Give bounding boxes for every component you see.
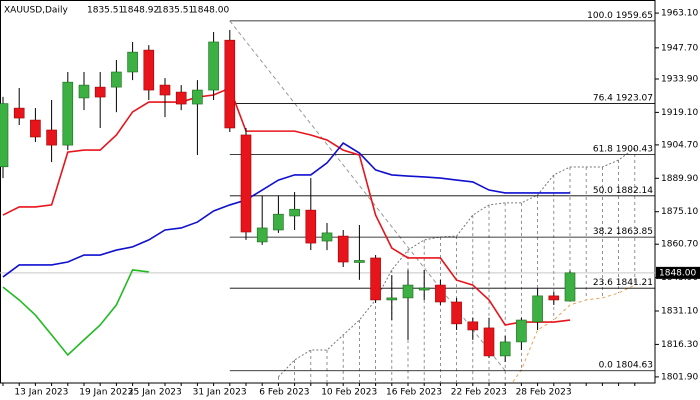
fib-price: 1804.63 [616, 360, 653, 370]
y-tick-label: 1947.70 [661, 43, 698, 53]
fib-label: 38.2 1863.85 [593, 227, 653, 237]
y-tick-label: 1904.70 [661, 140, 698, 150]
y-tick-label: 1919.10 [661, 108, 698, 118]
candle-body [451, 301, 462, 325]
price-tag [656, 266, 700, 279]
candle-body [192, 89, 203, 105]
candle-body [159, 84, 171, 96]
fib-label: 100.0 1959.65 [587, 10, 653, 20]
fib-label: 61.8 1900.43 [593, 144, 653, 154]
candle-body [94, 86, 106, 98]
candle-body [532, 295, 543, 323]
x-tick-label: 25 Jan 2023 [128, 388, 182, 398]
candle-body [386, 297, 398, 301]
candle-body [175, 91, 187, 105]
candle-body [0, 103, 9, 168]
candle-body [273, 213, 284, 231]
header-open: 1835.51 [87, 6, 124, 16]
fib-price: 1900.43 [616, 144, 653, 154]
plot-area: 100.0 1959.65 76.4 1923.07 61.8 1900.43 50.… [0, 10, 655, 383]
candle-body [402, 284, 414, 299]
indicator-line [2, 269, 149, 357]
header-close: 1848.00 [192, 6, 229, 16]
fib-ratio: 38.2 [593, 227, 613, 237]
indicator-line [2, 142, 570, 278]
price-tag-label: 1848.00 [659, 268, 696, 278]
candle-body [516, 319, 527, 343]
candle-body [208, 41, 219, 91]
y-tick-label: 1831.10 [661, 307, 698, 317]
candle-body [321, 232, 333, 242]
x-tick-label: 6 Feb 2023 [259, 388, 309, 398]
header-low: 1835.51 [157, 6, 194, 16]
fib-ratio: 23.6 [593, 278, 613, 288]
candle-body [78, 84, 90, 99]
y-tick-label: 1875.10 [661, 207, 698, 217]
x-tick-label: 31 Jan 2023 [193, 388, 247, 398]
fib-price: 1863.85 [616, 227, 653, 237]
fib-ratio: 100.0 [587, 10, 613, 20]
fib-ratio: 61.8 [593, 144, 613, 154]
y-tick-label: 1816.30 [661, 340, 698, 350]
candle-body [13, 107, 25, 119]
fib-ratio: 50.0 [593, 185, 613, 195]
header-high: 1848.92 [122, 6, 159, 16]
y-tick-label: 1889.90 [661, 174, 698, 184]
candle-body [127, 51, 138, 73]
candle-body [418, 287, 430, 291]
symbol: XAUUSD,Daily [4, 6, 68, 16]
cloud-span [511, 284, 636, 383]
candle-body [111, 71, 122, 88]
x-tick-label: 19 Jan 2023 [79, 388, 133, 398]
candle-body [143, 49, 155, 91]
fib-ratio: 76.4 [593, 93, 613, 103]
fib-price: 1882.14 [616, 185, 653, 195]
candle-body [483, 327, 495, 357]
candle-body [30, 119, 41, 138]
y-tick-label: 1963.10 [661, 9, 698, 19]
fib-label: 50.0 1882.14 [593, 185, 653, 195]
candle-body [224, 39, 236, 129]
y-tick-label: 1933.90 [661, 74, 698, 84]
candle-body [548, 295, 560, 301]
candle-body [240, 134, 252, 233]
fib-ratio: 0.0 [599, 360, 614, 370]
fib-label: 76.4 1923.07 [593, 93, 653, 103]
candle-body [62, 81, 74, 146]
y-tick-label: 1801.90 [661, 372, 698, 382]
indicator-line [2, 86, 571, 326]
plot-border [0, 0, 656, 384]
candle-body [564, 272, 576, 302]
x-tick-label: 13 Jan 2023 [14, 388, 68, 398]
candle-body [354, 260, 365, 263]
fib-price: 1959.65 [616, 10, 653, 20]
x-tick-label: 10 Feb 2023 [321, 388, 377, 398]
y-tick-label: 1860.70 [661, 240, 698, 250]
candle-body [305, 209, 317, 244]
candle-body [467, 321, 479, 331]
candle-body [46, 129, 57, 146]
candle-body [337, 235, 349, 263]
candle-body [289, 208, 300, 217]
fib-label: 23.6 1841.21 [593, 278, 653, 288]
x-tick-label: 22 Feb 2023 [451, 388, 507, 398]
candle-body [256, 227, 268, 243]
fib-price: 1841.21 [616, 278, 653, 288]
cloud-span [278, 147, 636, 378]
candle-body [435, 284, 446, 303]
candle-body [499, 341, 511, 357]
candle-body [370, 257, 381, 301]
x-tick-label: 16 Feb 2023 [386, 388, 442, 398]
fib-label: 0.0 1804.63 [599, 360, 653, 370]
fib-price: 1923.07 [616, 93, 653, 103]
x-tick-label: 28 Feb 2023 [516, 388, 572, 398]
